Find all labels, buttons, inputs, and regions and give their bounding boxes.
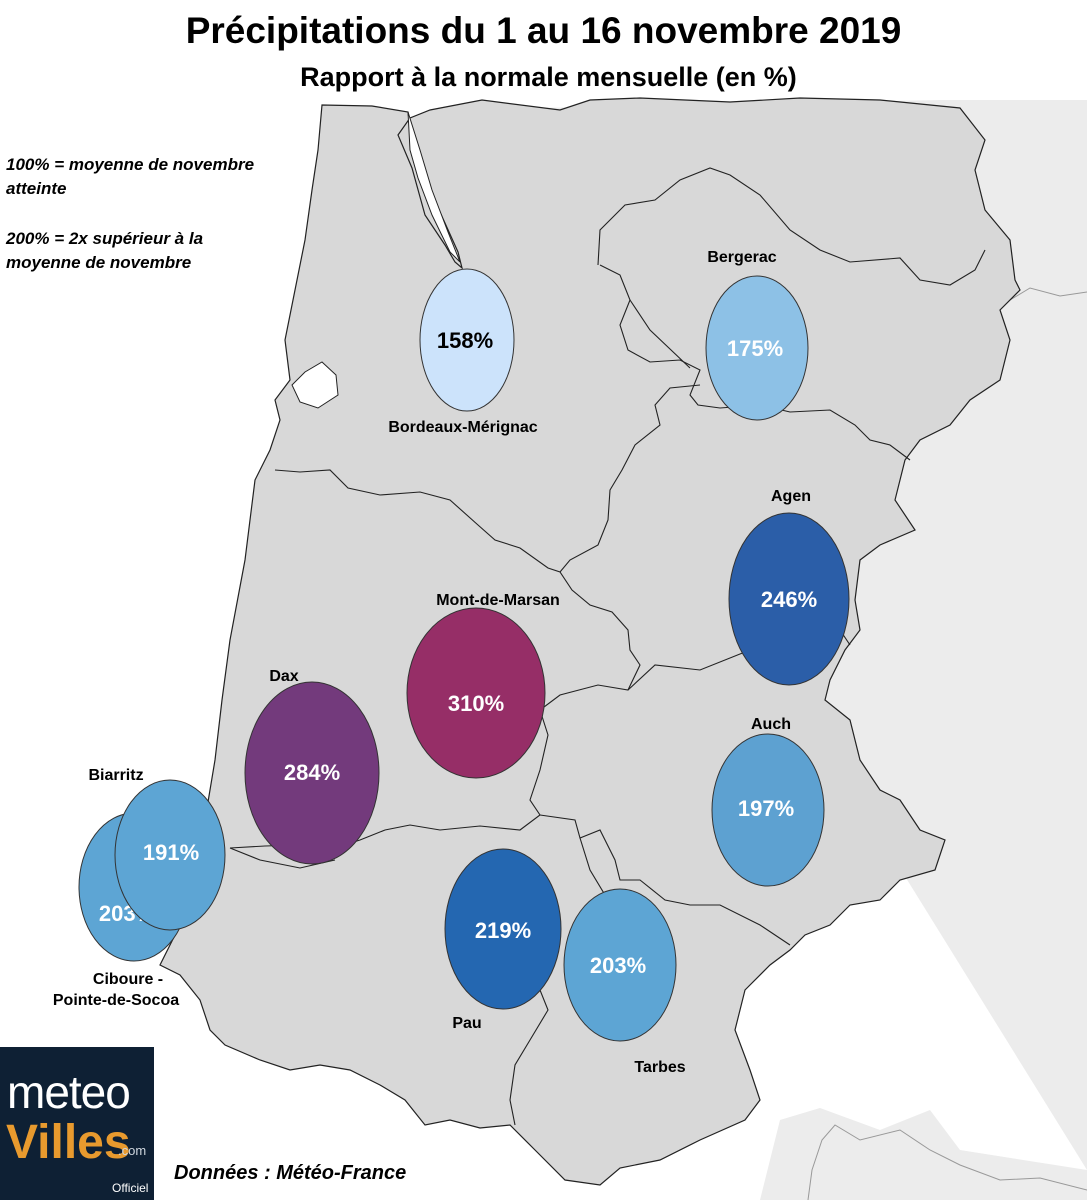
station-tarbes[interactable]: 203% Tarbes <box>563 888 686 1076</box>
station-value: 197% <box>738 796 794 821</box>
station-value: 175% <box>727 336 783 361</box>
neighbour-border <box>1009 287 1087 301</box>
station-biarritz[interactable]: 191% Biarritz <box>88 767 226 931</box>
logo-meteo-text: meteo <box>7 1066 131 1118</box>
gironde-estuary <box>407 111 461 263</box>
station-name: Tarbes <box>634 1059 685 1076</box>
neighbour-border-south <box>807 1124 1087 1200</box>
station-name: Agen <box>771 488 811 505</box>
station-name: Pau <box>452 1015 481 1032</box>
station-name: Bordeaux-Mérignac <box>388 419 537 436</box>
station-value: 203% <box>590 953 646 978</box>
station-name: Dax <box>269 668 298 685</box>
station-name: Bergerac <box>707 249 776 266</box>
meteovilles-logo[interactable]: meteo Villes .com Officiel <box>0 1047 154 1200</box>
station-bubble <box>711 733 825 887</box>
logo-villes-text: Villes <box>6 1116 131 1169</box>
station-bordeaux[interactable]: 158% Bordeaux-Mérignac <box>388 268 538 436</box>
station-mont-de-marsan[interactable]: 310% Mont-de-Marsan <box>406 592 560 779</box>
legend-200-line1: 200% = 2x supérieur à la <box>6 229 204 248</box>
station-bubble <box>563 888 677 1042</box>
logo-com-text: .com <box>118 1143 147 1158</box>
station-pau[interactable]: 219% Pau <box>444 848 562 1032</box>
legend-100-line2: atteinte <box>6 179 67 198</box>
station-bubble <box>114 779 226 931</box>
arcachon-bay <box>291 361 339 409</box>
station-name: Mont-de-Marsan <box>436 592 560 609</box>
station-dax[interactable]: 284% Dax <box>244 668 380 865</box>
station-bubble <box>444 848 562 1010</box>
station-bubble <box>244 681 380 865</box>
station-bubble <box>419 268 515 412</box>
station-value: 246% <box>761 587 817 612</box>
station-value: 310% <box>448 691 504 716</box>
station-agen[interactable]: 246% Agen <box>728 488 850 686</box>
station-bubble <box>406 607 546 779</box>
station-auch[interactable]: 197% Auch <box>711 716 825 887</box>
station-bubble <box>728 512 850 686</box>
station-value: 191% <box>143 840 199 865</box>
station-bergerac[interactable]: 175% Bergerac <box>705 249 809 421</box>
station-bubble <box>705 275 809 421</box>
map-subtitle: Rapport à la normale mensuelle (en %) <box>300 62 797 92</box>
station-value: 158% <box>437 328 493 353</box>
legend-200-line2: moyenne de novembre <box>6 253 192 272</box>
logo-officiel-text: Officiel <box>112 1181 149 1195</box>
legend-100-line1: 100% = moyenne de novembre <box>6 155 255 174</box>
data-source: Données : Météo-France <box>174 1162 407 1184</box>
map-title: Précipitations du 1 au 16 novembre 2019 <box>185 10 902 51</box>
station-name: Ciboure - <box>93 971 163 988</box>
station-name: Auch <box>751 716 791 733</box>
station-value: 284% <box>284 760 340 785</box>
station-name-line2: Pointe-de-Socoa <box>53 992 179 1009</box>
station-name: Biarritz <box>88 767 143 784</box>
station-value: 219% <box>475 918 531 943</box>
